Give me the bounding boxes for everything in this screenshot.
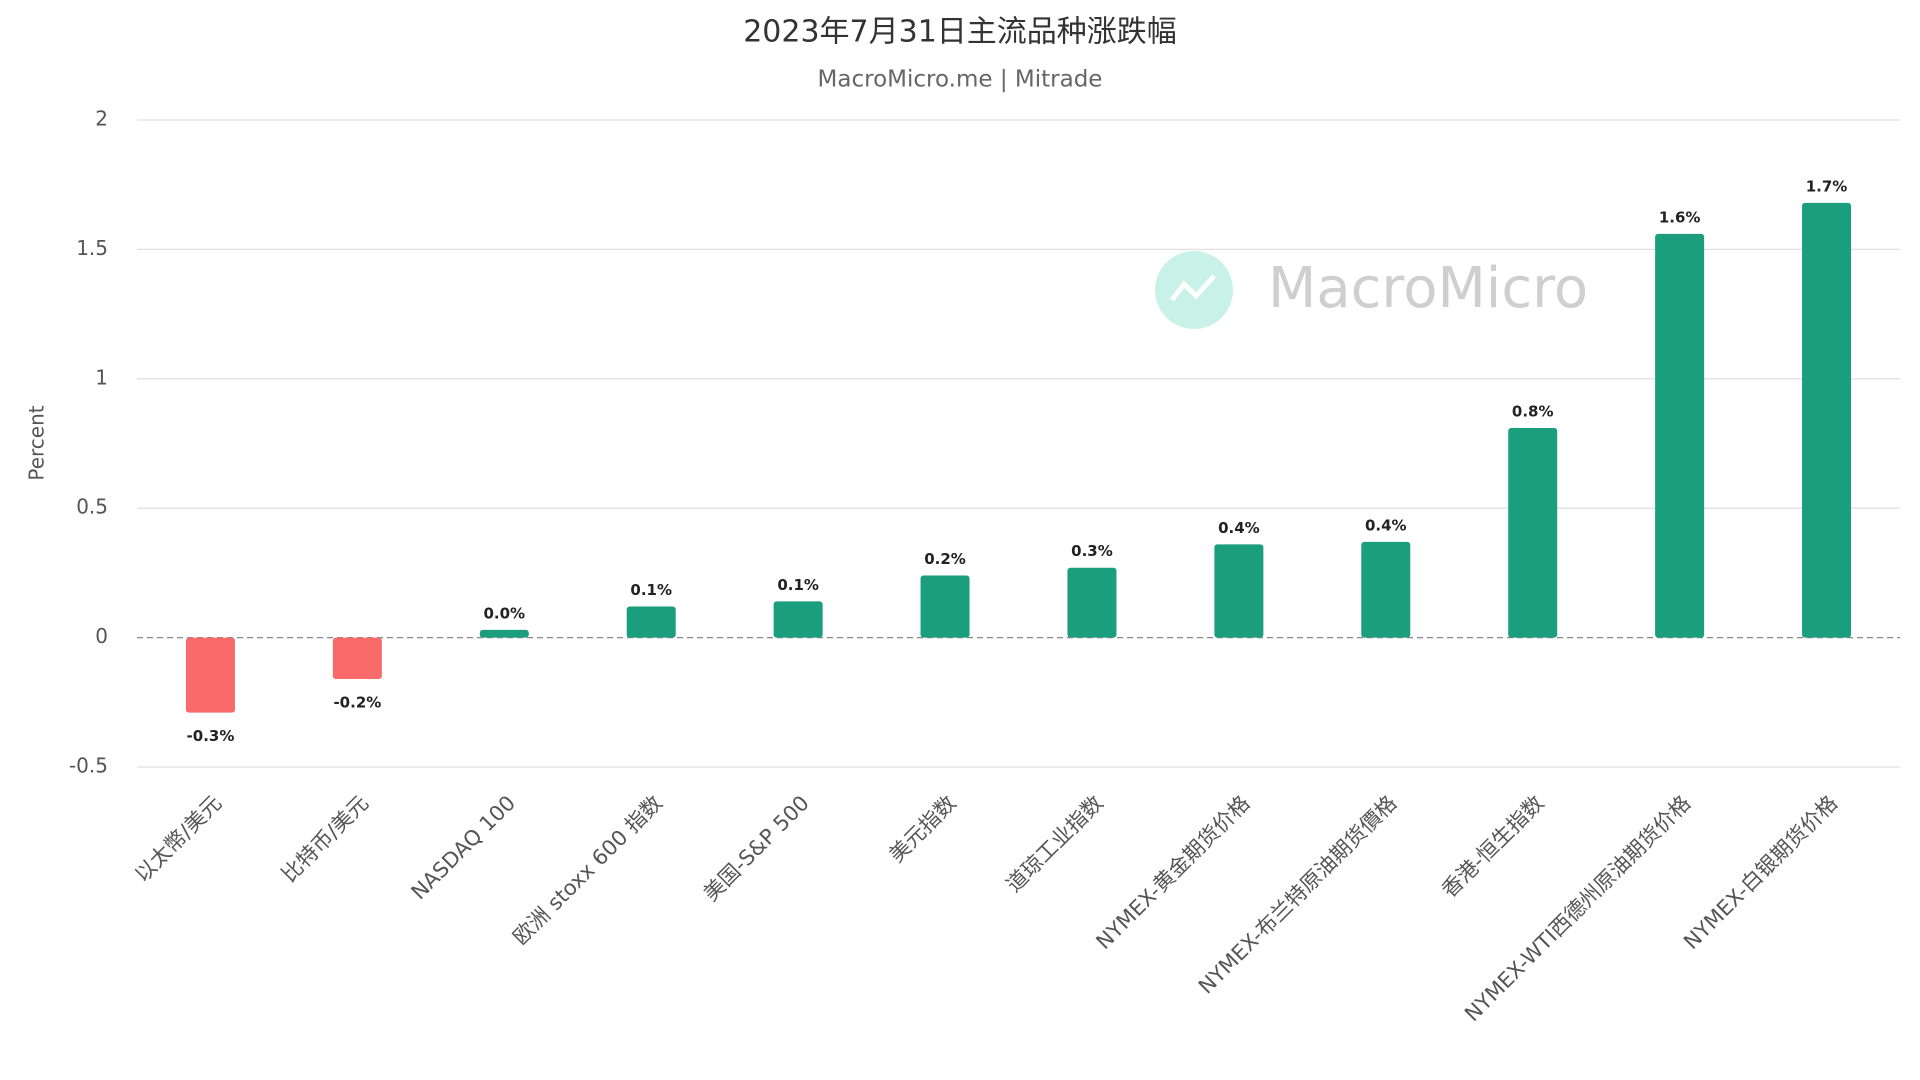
x-tick-label: 欧洲 stoxx 600 指数 <box>508 791 667 950</box>
value-label: 0.4% <box>1365 516 1407 534</box>
bar <box>1508 427 1558 638</box>
value-label: 0.3% <box>1071 542 1113 560</box>
y-tick-label: 1 <box>95 365 108 389</box>
value-label: -0.3% <box>187 727 235 745</box>
bar <box>1361 541 1411 638</box>
x-tick-label: 美元指数 <box>884 791 960 867</box>
watermark-icon-line <box>1170 274 1216 302</box>
value-label: 1.7% <box>1806 177 1848 195</box>
bar <box>185 637 235 713</box>
x-tick-label: 道琼工业指数 <box>1002 791 1108 897</box>
y-tick-label: 0 <box>95 624 108 648</box>
bar <box>1802 202 1852 638</box>
y-axis-label: Percent <box>25 405 49 480</box>
y-tick-label: 0.5 <box>76 495 108 519</box>
bar <box>1067 567 1117 638</box>
value-label: 0.2% <box>924 550 966 568</box>
x-tick-label: NYMEX-白银期货价格 <box>1679 791 1842 954</box>
watermark-text: MacroMicro <box>1268 256 1588 321</box>
bar <box>479 629 529 638</box>
chart-title: 2023年7月31日主流品种涨跌幅 <box>743 15 1177 50</box>
value-label: 0.0% <box>483 604 525 622</box>
y-tick-label: -0.5 <box>69 754 108 778</box>
x-tick-label: 香港-恒生指数 <box>1437 791 1548 902</box>
x-tick-label: 以太幣/美元 <box>130 791 226 887</box>
value-label: 0.4% <box>1218 519 1260 537</box>
chart-subtitle: MacroMicro.me | Mitrade <box>818 67 1103 93</box>
value-label: -0.2% <box>333 694 381 712</box>
value-label: 0.8% <box>1512 402 1554 420</box>
bar <box>920 575 970 638</box>
x-tick-label: 美国-S&P 500 <box>699 791 814 906</box>
bar <box>626 606 676 638</box>
x-tick-label: NYMEX-黄金期货价格 <box>1091 791 1254 954</box>
value-label: 1.6% <box>1659 208 1701 226</box>
y-tick-label: 2 <box>95 107 108 131</box>
bar <box>1214 544 1264 638</box>
x-tick-label: 比特币/美元 <box>277 791 373 887</box>
y-tick-label: 1.5 <box>76 236 108 260</box>
bar <box>332 637 382 680</box>
watermark: MacroMicro <box>1155 251 1588 329</box>
bar <box>773 601 823 638</box>
value-label: 0.1% <box>777 576 819 594</box>
watermark-icon <box>1155 251 1233 329</box>
bar <box>1655 233 1705 638</box>
x-tick-label: NASDAQ 100 <box>407 791 520 904</box>
value-label: 0.1% <box>630 581 672 599</box>
